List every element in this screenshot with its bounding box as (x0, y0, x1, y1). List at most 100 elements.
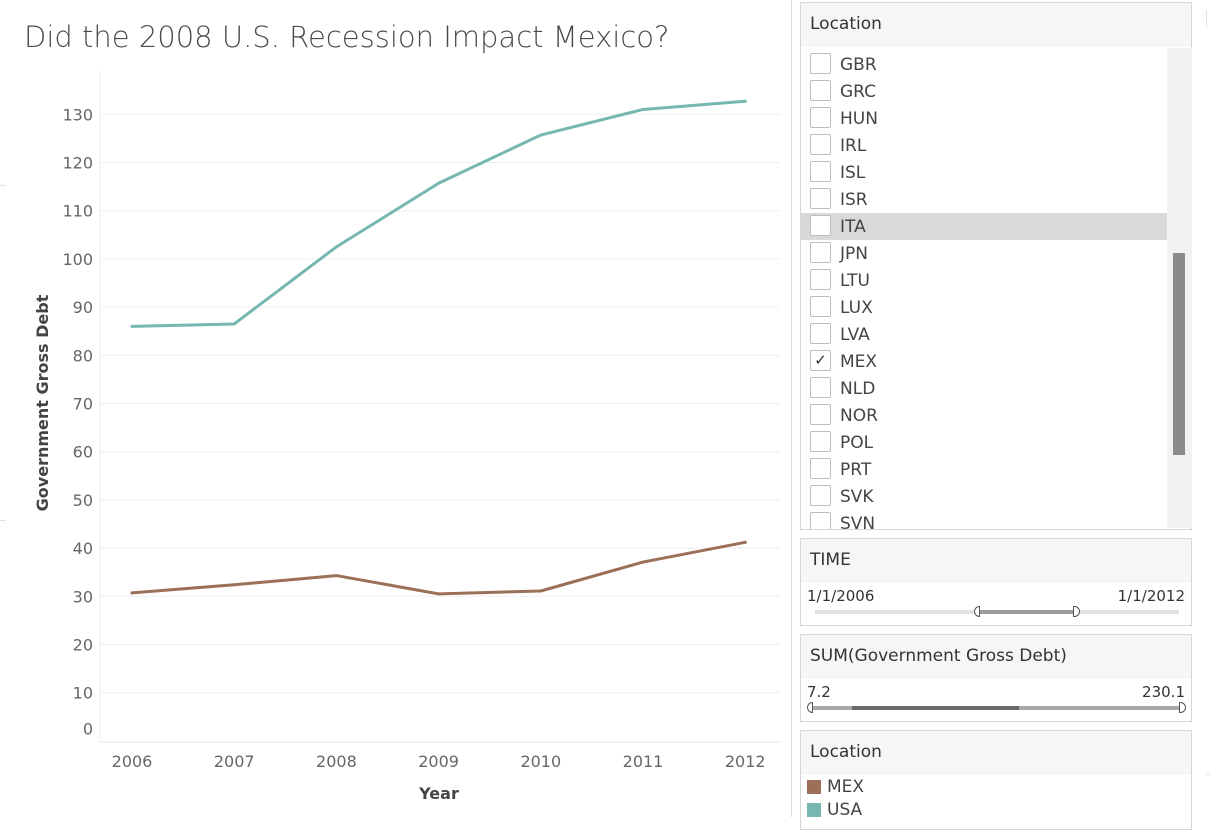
location-label: ISR (840, 190, 868, 210)
data-point-usa[interactable] (232, 322, 236, 326)
location-item-svn[interactable]: SVN (801, 510, 1167, 530)
location-label: GRC (840, 82, 877, 102)
y-tick-label: 130 (62, 105, 93, 124)
checkbox[interactable] (810, 215, 831, 236)
checkbox[interactable] (810, 512, 831, 529)
y-tick-label: 30 (73, 587, 93, 606)
x-tick-label: 2010 (520, 752, 561, 771)
location-label: HUN (840, 109, 878, 129)
location-filter-title: Location (801, 3, 1191, 46)
data-point-usa[interactable] (437, 181, 441, 185)
y-axis-label: Government Gross Debt (33, 294, 52, 511)
data-point-mex[interactable] (743, 540, 747, 544)
time-filter-title: TIME (801, 539, 1191, 582)
checkbox[interactable]: ✓ (810, 350, 831, 371)
y-tick-label: 20 (73, 636, 93, 655)
checkbox[interactable] (810, 269, 831, 290)
debt-slider-max-handle[interactable] (1179, 702, 1186, 713)
left-strip (0, 0, 8, 817)
y-tick-label: 110 (62, 202, 93, 221)
data-point-mex[interactable] (232, 583, 236, 587)
checkbox[interactable] (810, 377, 831, 398)
checkbox[interactable] (810, 53, 831, 74)
location-item-ltu[interactable]: LTU (801, 267, 1167, 294)
x-tick-label: 2008 (316, 752, 357, 771)
checkbox[interactable] (810, 431, 831, 452)
location-item-isr[interactable]: ISR (801, 186, 1167, 213)
checkbox[interactable] (810, 296, 831, 317)
legend-label: MEX (827, 777, 865, 797)
divider (1206, 10, 1207, 27)
debt-filter-title: SUM(Government Gross Debt) (801, 635, 1191, 678)
location-label: ISL (840, 163, 866, 183)
checkbox[interactable] (810, 188, 831, 209)
location-scrollbar-thumb[interactable] (1173, 253, 1185, 455)
data-point-usa[interactable] (539, 133, 543, 137)
legend-swatch-mex (807, 780, 821, 794)
y-tick-label: 120 (62, 154, 93, 173)
location-item-gbr[interactable]: GBR (801, 51, 1167, 78)
data-point-usa[interactable] (743, 99, 747, 103)
location-item-nld[interactable]: NLD (801, 375, 1167, 402)
location-label: NLD (840, 379, 876, 399)
checkbox[interactable] (810, 458, 831, 479)
location-item-pol[interactable]: POL (801, 429, 1167, 456)
checkbox[interactable] (810, 80, 831, 101)
location-label: SVN (840, 514, 876, 530)
data-point-usa[interactable] (130, 324, 134, 328)
time-slider-range[interactable] (978, 610, 1077, 614)
checkbox[interactable] (810, 134, 831, 155)
divider (0, 185, 6, 186)
debt-min-label: 7.2 (807, 683, 831, 701)
time-filter-panel: TIME 1/1/2006 1/1/2012 (800, 538, 1192, 626)
checkbox[interactable] (810, 404, 831, 425)
location-item-prt[interactable]: PRT (801, 456, 1167, 483)
data-point-mex[interactable] (539, 589, 543, 593)
y-tick-label: 80 (73, 346, 93, 365)
location-label: GBR (840, 55, 877, 75)
line-chart[interactable]: 0 10 20 30 40 50 60 70 80 90 100 110 120 130 2006 2007 2… (8, 0, 792, 817)
checkbox[interactable] (810, 323, 831, 344)
y-tick-label: 50 (73, 491, 93, 510)
location-item-nor[interactable]: NOR (801, 402, 1167, 429)
color-legend-panel: Location MEX USA (800, 730, 1192, 830)
location-item-lva[interactable]: LVA (801, 321, 1167, 348)
viz-panel: Did the 2008 U.S. Recession Impact Mexic… (8, 0, 792, 817)
data-point-mex[interactable] (437, 592, 441, 596)
time-slider-max-handle[interactable] (1073, 606, 1080, 617)
legend-label: USA (827, 800, 863, 820)
data-point-mex[interactable] (641, 560, 645, 564)
data-point-usa[interactable] (641, 107, 645, 111)
series-line-usa[interactable] (130, 99, 747, 328)
series-line-mex[interactable] (130, 540, 747, 596)
debt-max-label: 230.1 (1142, 683, 1185, 701)
y-tick-label: 60 (73, 443, 93, 462)
checkbox[interactable] (810, 485, 831, 506)
location-label: SVK (840, 487, 874, 507)
y-tick-label: 100 (62, 250, 93, 269)
time-slider-min-handle[interactable] (974, 606, 980, 617)
location-label: ITA (840, 217, 866, 237)
checkbox[interactable] (810, 242, 831, 263)
y-tick-label: 90 (73, 298, 93, 317)
data-point-usa[interactable] (334, 245, 338, 249)
checkbox[interactable] (810, 161, 831, 182)
location-label: PRT (840, 460, 872, 480)
x-tick-label: 2011 (623, 752, 664, 771)
checkbox[interactable] (810, 107, 831, 128)
data-point-mex[interactable] (130, 591, 134, 595)
location-item-irl[interactable]: IRL (801, 132, 1167, 159)
data-point-mex[interactable] (334, 574, 338, 578)
location-item-jpn[interactable]: JPN (801, 240, 1167, 267)
divider (1206, 774, 1210, 775)
location-item-isl[interactable]: ISL (801, 159, 1167, 186)
right-edge (1206, 0, 1210, 817)
debt-slider-min-handle[interactable] (807, 702, 813, 713)
location-item-hun[interactable]: HUN (801, 105, 1167, 132)
location-item-svk[interactable]: SVK (801, 483, 1167, 510)
location-item-mex[interactable]: ✓ MEX (801, 348, 1167, 375)
location-item-grc[interactable]: GRC (801, 78, 1167, 105)
location-label: LUX (840, 298, 873, 318)
location-item-lux[interactable]: LUX (801, 294, 1167, 321)
location-item-ita[interactable]: ITA (801, 213, 1167, 240)
